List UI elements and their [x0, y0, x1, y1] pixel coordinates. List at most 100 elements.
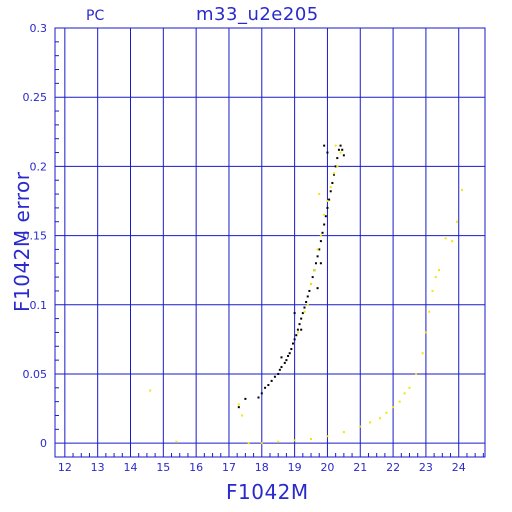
data-point-series-0: [323, 144, 326, 147]
x-tick-label: 12: [58, 461, 72, 474]
data-point-series-0: [308, 289, 311, 292]
data-point-series-0: [306, 295, 309, 298]
data-point-series-0: [311, 276, 314, 279]
x-tick-label: 14: [123, 461, 137, 474]
data-points: [149, 144, 464, 445]
data-point-series-1: [451, 240, 454, 243]
x-tick-label: 13: [91, 461, 105, 474]
data-point-series-0: [288, 352, 291, 355]
data-point-series-0: [326, 206, 329, 209]
y-tick-label: 0.1: [30, 299, 48, 312]
data-point-series-0: [334, 165, 337, 168]
data-point-series-1: [318, 193, 321, 196]
x-tick-label: 17: [222, 461, 236, 474]
y-tick-label: 0.25: [23, 91, 48, 104]
data-point-series-1: [319, 234, 322, 237]
data-point-series-0: [331, 181, 334, 184]
data-point-series-0: [293, 312, 296, 315]
x-tick-label: 18: [255, 461, 269, 474]
data-point-series-1: [392, 406, 395, 409]
grid-lines: [55, 27, 485, 457]
data-point-series-1: [408, 386, 411, 389]
x-axis-label: F1042M: [226, 480, 309, 504]
data-point-series-0: [341, 148, 344, 151]
data-point-series-1: [306, 303, 309, 306]
data-point-series-1: [247, 442, 250, 445]
x-tick-label: 19: [288, 461, 302, 474]
chart-subtitle: PC: [86, 8, 105, 24]
data-point-series-1: [313, 269, 316, 272]
data-point-series-0: [339, 144, 342, 147]
data-point-series-1: [310, 438, 313, 441]
data-point-series-1: [316, 248, 319, 251]
data-point-series-1: [444, 237, 447, 240]
data-point-series-1: [310, 283, 313, 286]
data-point-series-1: [323, 213, 326, 216]
data-point-series-0: [303, 306, 306, 309]
data-point-series-0: [321, 231, 324, 234]
data-point-series-1: [385, 411, 388, 414]
y-tick-label: 0.2: [30, 160, 48, 173]
data-point-series-0: [296, 328, 299, 331]
data-point-series-1: [438, 269, 441, 272]
data-point-series-0: [287, 354, 290, 357]
x-tick-label: 24: [452, 461, 466, 474]
y-axis-ticks: 0 0.05 0.1 0.15 0.2 0.25 0.3: [23, 22, 59, 450]
plot-frame: [54, 27, 486, 458]
data-point-series-0: [323, 223, 326, 226]
data-point-series-1: [424, 331, 427, 334]
x-axis-ticks: 12 13 14 15 16 17 18 19 20 21 22 23 24: [58, 453, 484, 474]
x-tick-label: 16: [189, 461, 203, 474]
data-point-series-0: [329, 190, 332, 193]
data-point-series-1: [293, 439, 296, 442]
data-point-series-1: [241, 414, 244, 417]
data-point-series-0: [257, 396, 260, 399]
y-tick-label: 0.3: [30, 22, 48, 35]
data-point-series-0: [293, 338, 296, 341]
data-point-series-0: [336, 157, 339, 160]
data-point-series-1: [398, 400, 401, 403]
data-point-series-0: [290, 348, 293, 351]
data-point-series-1: [342, 431, 345, 434]
data-point-series-1: [296, 331, 299, 334]
data-point-series-1: [334, 144, 337, 147]
data-point-series-0: [283, 361, 286, 364]
data-point-series-0: [300, 317, 303, 320]
data-point-series-1: [175, 440, 178, 443]
data-point-series-0: [237, 406, 240, 409]
x-tick-label: 15: [156, 461, 170, 474]
data-point-series-0: [244, 397, 247, 400]
y-tick-label: 0.15: [23, 230, 48, 243]
data-point-series-1: [421, 352, 424, 355]
data-point-series-0: [319, 262, 322, 265]
data-point-series-1: [339, 151, 342, 154]
data-point-series-0: [301, 312, 304, 315]
data-point-series-0: [295, 334, 298, 337]
data-point-series-0: [260, 392, 263, 395]
data-point-series-1: [461, 188, 464, 191]
data-point-series-1: [403, 392, 406, 395]
data-point-series-0: [285, 359, 288, 362]
x-tick-label: 20: [320, 461, 334, 474]
x-tick-label: 23: [419, 461, 433, 474]
data-point-series-0: [328, 198, 331, 201]
data-point-series-0: [270, 379, 273, 382]
data-point-series-1: [333, 172, 336, 175]
data-point-series-1: [359, 425, 362, 428]
data-point-series-0: [278, 368, 281, 371]
data-point-series-1: [369, 421, 372, 424]
data-point-series-0: [305, 301, 308, 304]
data-point-series-0: [314, 262, 317, 265]
data-point-series-0: [298, 323, 301, 326]
data-point-series-0: [333, 173, 336, 176]
x-tick-label: 22: [386, 461, 400, 474]
x-tick-label: 21: [353, 461, 367, 474]
y-axis-label: F1042M error: [10, 171, 34, 312]
data-point-series-1: [237, 403, 240, 406]
data-point-series-1: [415, 372, 418, 375]
data-point-series-0: [318, 248, 321, 251]
data-point-series-0: [273, 375, 276, 378]
data-point-series-0: [280, 356, 283, 359]
data-point-series-0: [316, 287, 319, 290]
